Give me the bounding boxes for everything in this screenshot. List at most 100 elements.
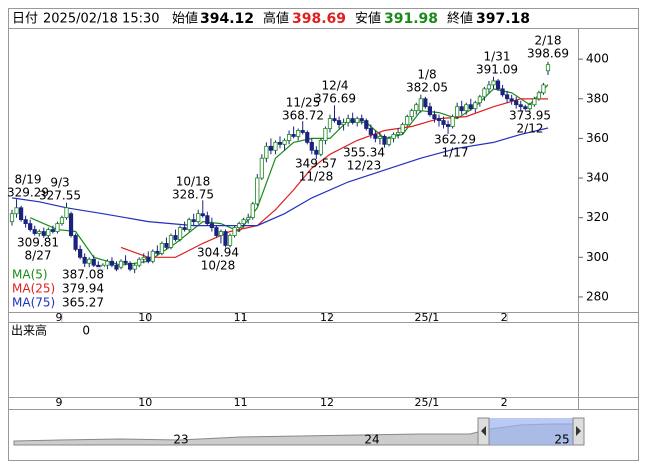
candle-body <box>318 139 323 155</box>
navigator-window[interactable] <box>489 418 573 445</box>
y-tick-label: 280 <box>586 289 609 303</box>
annotation-price: 398.69 <box>527 47 569 61</box>
candle-body <box>87 258 92 264</box>
annotation-price: 309.81 <box>17 236 59 250</box>
candle-body <box>418 98 423 112</box>
header-label: 終値 <box>447 11 473 27</box>
candle-body <box>291 134 296 137</box>
candle-body <box>486 84 492 90</box>
candle-body <box>277 141 283 145</box>
x-tick-label: 11 <box>234 311 248 324</box>
candle-body <box>414 104 419 112</box>
candle-body <box>28 223 33 230</box>
candle-body <box>146 256 151 262</box>
x-tick-label: 9 <box>55 311 62 324</box>
header-value: 397.18 <box>476 11 530 27</box>
candle-body <box>541 84 546 94</box>
candle-body <box>177 227 183 240</box>
annotation-date: 9/3 <box>50 176 69 190</box>
candle-body <box>46 229 51 236</box>
candle-body <box>268 145 274 151</box>
candle-body <box>109 260 115 266</box>
y-tick-label: 380 <box>586 91 609 105</box>
ma-line <box>11 127 549 227</box>
candle-body <box>468 104 473 110</box>
candle-body <box>455 106 460 118</box>
arrow-icon <box>576 426 581 436</box>
candle-body <box>164 243 169 248</box>
candle-body <box>218 231 224 236</box>
candle-body <box>436 118 442 121</box>
header-label: 日付 <box>12 12 38 27</box>
volume-label: 出来高 <box>11 323 47 338</box>
candle-body <box>509 98 514 102</box>
candle-body <box>41 231 46 236</box>
candle-body <box>50 229 55 232</box>
candle-body <box>500 88 505 96</box>
x-tick-label: 12 <box>320 311 334 324</box>
annotation-price: 355.34 <box>343 146 385 160</box>
candle-body <box>314 149 319 155</box>
candle-body <box>191 219 196 223</box>
x-tick-label: 10 <box>138 311 152 324</box>
annotation-date: 12/4 <box>322 79 349 93</box>
candle-body <box>309 141 314 151</box>
candle-body <box>305 132 310 143</box>
candle-body <box>37 231 42 234</box>
candle-body <box>286 134 292 141</box>
navigator-label: 24 <box>364 433 379 447</box>
annotation-date: 8/19 <box>15 173 42 187</box>
candle-body <box>405 116 410 125</box>
candle-body <box>14 207 19 215</box>
candle-body <box>514 100 519 106</box>
header-value: 391.98 <box>384 11 438 27</box>
y-tick-label: 300 <box>586 250 609 264</box>
candle-body <box>364 120 369 129</box>
annotation-price: 376.69 <box>314 92 356 106</box>
navigator-label: 23 <box>173 433 188 447</box>
candle-body <box>173 235 178 240</box>
annotation-price: 349.57 <box>295 157 337 171</box>
candle-body <box>536 92 542 100</box>
legend-value: 379.94 <box>62 282 104 296</box>
candle-body <box>377 136 383 139</box>
candle-body <box>78 248 83 258</box>
header-label: 始値 <box>172 11 198 27</box>
annotation-date: 11/25 <box>286 96 321 110</box>
candle-body <box>273 141 278 151</box>
annotation-date: 8/27 <box>25 249 52 263</box>
candle-body <box>141 256 146 260</box>
annotation-date: 12/23 <box>347 159 382 173</box>
candle-body <box>237 223 242 228</box>
header-label: 高値 <box>263 11 289 27</box>
candle-body <box>282 139 287 145</box>
candle-body <box>209 223 214 228</box>
annotation-price: 304.94 <box>197 246 239 260</box>
candle-body <box>300 130 305 133</box>
x-tick-label: 11 <box>234 396 248 409</box>
annotation-date: 1/8 <box>417 68 436 82</box>
candle-body <box>246 217 251 221</box>
candle-body <box>518 104 523 108</box>
candle-body <box>400 124 405 133</box>
candle-body <box>473 102 478 110</box>
legend-value: 387.08 <box>62 268 104 282</box>
annotation-price: 373.95 <box>509 109 551 123</box>
candle-body <box>545 64 551 72</box>
candle-body <box>223 231 228 246</box>
legend-value: 365.27 <box>62 296 104 310</box>
candle-body <box>346 118 351 123</box>
candle-body <box>336 120 342 125</box>
candle-body <box>205 215 210 225</box>
x-tick-label: 25/1 <box>415 311 440 324</box>
candle-body <box>114 264 119 270</box>
candle-body <box>527 104 532 110</box>
candle-body <box>73 235 78 250</box>
candle-body <box>187 219 192 230</box>
annotation-date: 10/18 <box>176 175 211 189</box>
header-value: 394.12 <box>200 11 254 27</box>
candle-body <box>459 106 464 112</box>
annotation-date: 10/28 <box>201 259 236 273</box>
candle-body <box>373 134 378 139</box>
x-tick-label: 9 <box>55 396 62 409</box>
